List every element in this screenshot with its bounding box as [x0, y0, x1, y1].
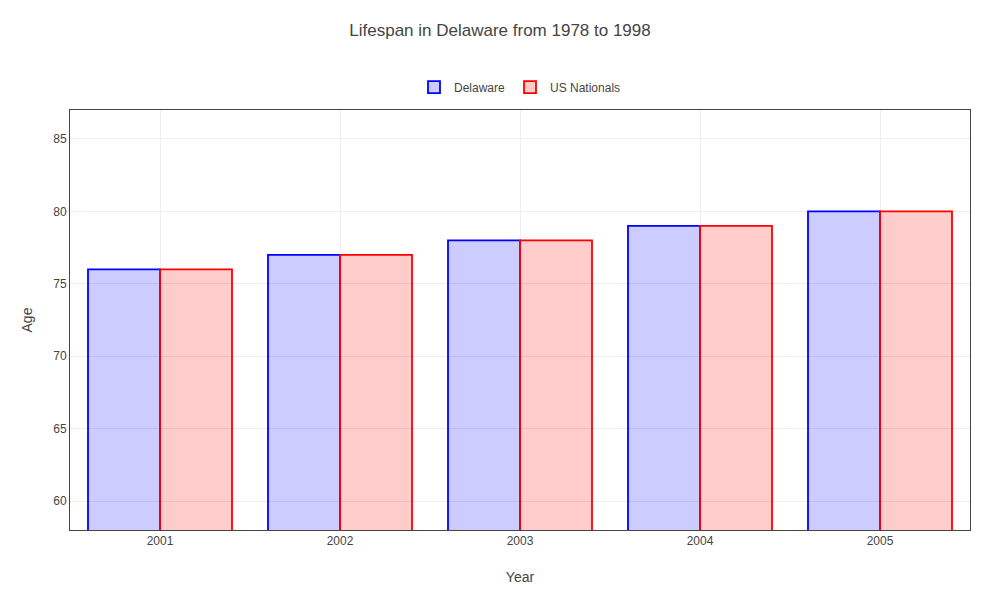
svg-text:60: 60	[53, 494, 67, 508]
svg-text:2002: 2002	[327, 534, 354, 548]
svg-text:80: 80	[53, 205, 67, 219]
svg-text:2004: 2004	[687, 534, 714, 548]
svg-text:Year: Year	[506, 569, 535, 585]
svg-text:Lifespan in Delaware from 1978: Lifespan in Delaware from 1978 to 1998	[349, 21, 650, 40]
svg-text:2005: 2005	[867, 534, 894, 548]
svg-text:2001: 2001	[147, 534, 174, 548]
svg-text:65: 65	[53, 422, 67, 436]
svg-text:Delaware: Delaware	[454, 81, 505, 95]
svg-text:US Nationals: US Nationals	[550, 81, 620, 95]
svg-text:70: 70	[53, 349, 67, 363]
svg-text:Age: Age	[19, 307, 35, 332]
svg-text:75: 75	[53, 277, 67, 291]
svg-text:2003: 2003	[507, 534, 534, 548]
svg-text:85: 85	[53, 132, 67, 146]
